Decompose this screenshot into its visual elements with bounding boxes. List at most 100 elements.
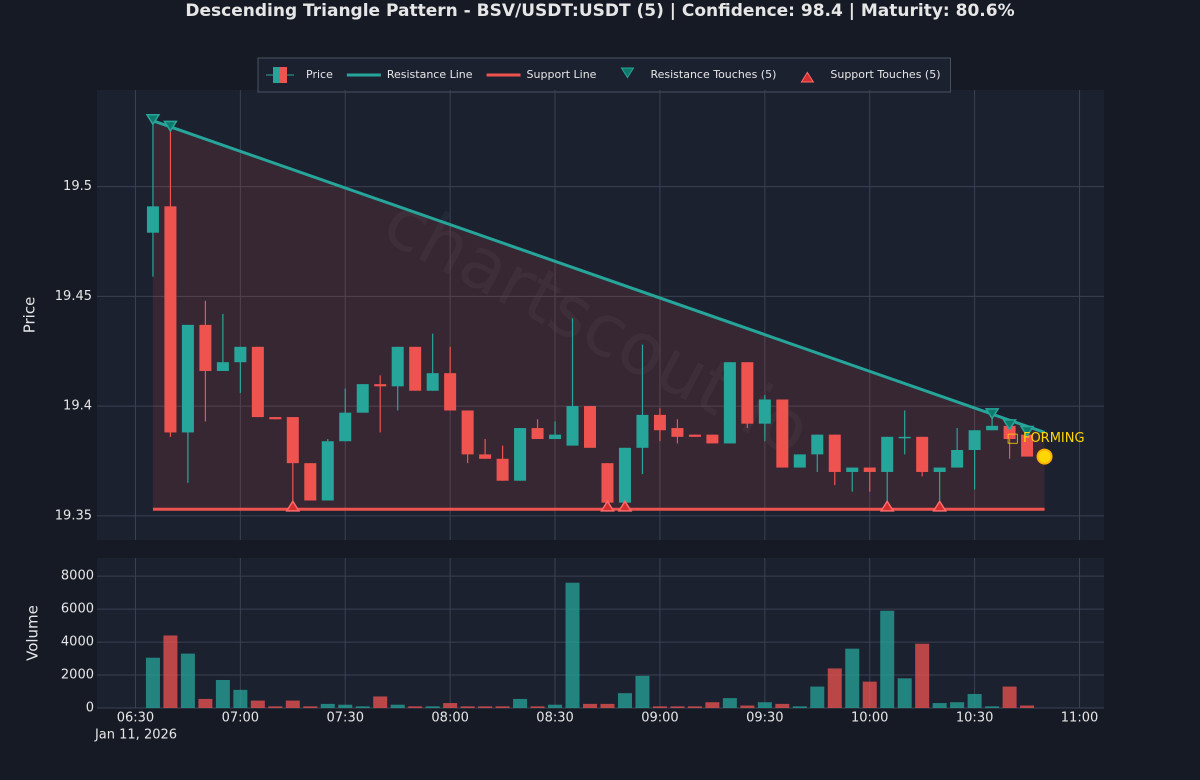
volume-bar: [670, 706, 685, 708]
y-tick-label: 19.4: [63, 399, 92, 414]
legend-icon: [280, 67, 287, 83]
candle-body: [688, 434, 701, 437]
x-tick-label: 09:30: [746, 711, 783, 726]
candle-body: [846, 467, 859, 472]
volume-bar: [303, 706, 318, 708]
resistance-touch: [1019, 425, 1035, 438]
volume-tick-label: 4000: [61, 635, 94, 650]
candle-body: [723, 362, 736, 444]
legend: Price Resistance Line Support Line Resistan…: [257, 57, 952, 93]
candle-body: [531, 428, 544, 440]
volume-bar: [460, 706, 475, 708]
volume-bar: [390, 704, 405, 708]
volume-bar: [635, 675, 650, 708]
candle-body: [636, 414, 649, 448]
y-tick-label: 19.35: [55, 508, 92, 523]
candle-body: [479, 454, 492, 459]
x-tick-label: 08:30: [536, 711, 573, 726]
volume-bar: [250, 700, 265, 708]
candle-body: [706, 434, 719, 444]
x-tick-label: 10:30: [956, 711, 993, 726]
volume-bar: [285, 700, 300, 708]
candle-body: [199, 324, 212, 371]
volume-bar: [145, 657, 160, 708]
volume-bar: [687, 706, 702, 708]
volume-bar: [932, 703, 947, 708]
chart-title: Descending Triangle Pattern - BSV/USDT:U…: [185, 1, 1014, 21]
support-touch: [879, 499, 895, 512]
volume-bar: [198, 698, 213, 708]
candle-body: [461, 410, 474, 455]
legend-label: Support Touches (5): [830, 68, 940, 81]
volume-bar: [355, 706, 370, 708]
candle-body: [671, 428, 684, 437]
candle-body: [374, 384, 387, 387]
candle-body: [146, 206, 159, 233]
candle-body: [269, 417, 282, 420]
volume-bar: [425, 706, 440, 708]
candle-body: [881, 436, 894, 472]
volume-bar: [565, 582, 580, 708]
x-tick-label: 07:00: [222, 711, 259, 726]
support-touch: [932, 499, 948, 512]
forming-marker: [1036, 448, 1053, 465]
candle-body: [426, 373, 439, 391]
candle-body: [339, 412, 352, 442]
candle-body: [444, 373, 457, 411]
x-tick-label: 07:30: [327, 711, 364, 726]
resistance-touch: [163, 120, 178, 133]
volume-tick-label: 6000: [61, 602, 94, 617]
candle-body: [916, 436, 929, 472]
legend-icon: [273, 67, 280, 83]
candle-body: [968, 430, 981, 450]
volume-bar: [548, 704, 563, 708]
candle-body: [1003, 425, 1016, 440]
volume-bar: [705, 702, 720, 708]
candle-body: [321, 441, 334, 501]
candle-body: [356, 384, 369, 413]
candle-body: [286, 417, 299, 464]
volume-bar: [967, 693, 982, 708]
resistance-touch: [1002, 419, 1017, 431]
volume-bar: [180, 653, 195, 708]
resistance-touch: [145, 113, 161, 126]
legend-label: Resistance Line: [387, 68, 473, 81]
volume-bar: [810, 686, 825, 708]
volume-bar: [862, 681, 877, 708]
legend-icon: [800, 71, 815, 83]
candle-body: [741, 362, 754, 424]
volume-bar: [915, 643, 930, 708]
candle-body: [618, 447, 631, 503]
y-axis-label: Price: [21, 297, 39, 334]
candle-body: [234, 346, 247, 363]
volume-bar: [775, 703, 790, 708]
x-tick-label: 08:00: [431, 711, 468, 726]
candle-body: [863, 467, 876, 472]
candle-body: [304, 463, 317, 501]
volume-axis-label: Volume: [24, 605, 42, 661]
volume-bar: [338, 704, 353, 708]
candle-body: [181, 324, 194, 433]
volume-bar: [513, 698, 528, 708]
candle-body: [216, 362, 229, 371]
volume-bar: [530, 706, 545, 708]
support-touch: [617, 499, 633, 512]
candle-body: [986, 425, 999, 431]
candle-body: [601, 463, 614, 503]
legend-label: Support Line: [527, 68, 597, 81]
support-touch: [600, 499, 615, 512]
candle-body: [164, 206, 177, 433]
volume-panel: [97, 558, 1104, 708]
volume-bar: [600, 703, 615, 708]
resistance-touch: [984, 408, 1000, 420]
legend-label: Price: [306, 68, 333, 81]
support-touch: [285, 499, 301, 512]
resistance-line: [152, 119, 1046, 434]
candle-body: [898, 436, 911, 439]
candle-body: [776, 399, 789, 468]
volume-bar: [757, 702, 772, 708]
volume-bar: [950, 702, 965, 708]
volume-bar: [617, 693, 632, 708]
volume-bar: [163, 635, 178, 708]
